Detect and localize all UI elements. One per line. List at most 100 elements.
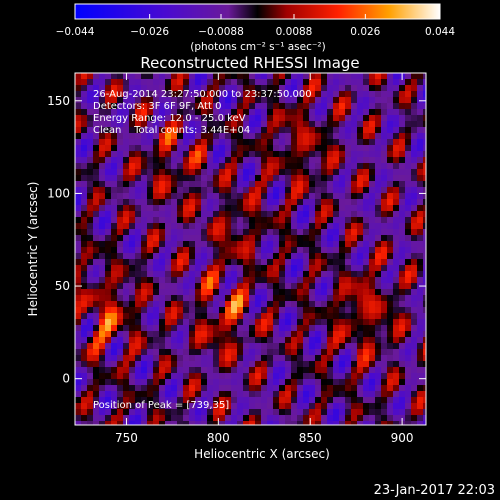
heatmap-cell	[417, 235, 424, 242]
heatmap-cell	[111, 103, 118, 110]
heatmap-cell	[387, 313, 394, 320]
heatmap-cell	[387, 403, 394, 410]
heatmap-cell	[261, 139, 268, 146]
heatmap-cell	[231, 271, 238, 278]
heatmap-cell	[213, 73, 220, 80]
heatmap-cell	[285, 91, 292, 98]
heatmap-cell	[117, 199, 124, 206]
heatmap-cell	[231, 355, 238, 362]
heatmap-cell	[393, 247, 400, 254]
heatmap-cell	[213, 259, 220, 266]
heatmap-cell	[207, 181, 214, 188]
heatmap-cell	[369, 175, 376, 182]
heatmap-cell	[315, 127, 322, 134]
heatmap-cell	[411, 97, 418, 104]
heatmap-cell	[93, 295, 100, 302]
heatmap-cell	[255, 301, 262, 308]
heatmap-cell	[153, 103, 160, 110]
heatmap-cell	[285, 355, 292, 362]
heatmap-cell	[411, 277, 418, 284]
heatmap-cell	[393, 379, 400, 386]
heatmap-cell	[87, 169, 94, 176]
heatmap-cell	[117, 301, 124, 308]
heatmap-cell	[159, 205, 166, 212]
heatmap-cell	[357, 199, 364, 206]
heatmap-cell	[423, 319, 426, 326]
heatmap-cell	[369, 313, 376, 320]
heatmap-cell	[369, 73, 376, 80]
heatmap-cell	[279, 115, 286, 122]
heatmap-cell	[105, 313, 112, 320]
heatmap-cell	[81, 367, 88, 374]
heatmap-cell	[399, 211, 406, 218]
heatmap-cell	[105, 223, 112, 230]
heatmap-cell	[165, 97, 172, 104]
heatmap-cell	[153, 157, 160, 164]
heatmap-cell	[213, 307, 220, 314]
heatmap-cell	[327, 397, 334, 404]
heatmap-cell	[171, 421, 178, 425]
heatmap-cell	[195, 169, 202, 176]
heatmap-cell	[339, 127, 346, 134]
heatmap-cell	[411, 109, 418, 116]
heatmap-cell	[195, 319, 202, 326]
heatmap-cell	[189, 223, 196, 230]
heatmap-cell	[93, 139, 100, 146]
heatmap-cell	[249, 253, 256, 260]
heatmap-cell	[177, 169, 184, 176]
heatmap-cell	[219, 175, 226, 182]
heatmap-cell	[177, 319, 184, 326]
heatmap-cell	[279, 397, 286, 404]
heatmap-cell	[147, 283, 154, 290]
heatmap-cell	[117, 79, 124, 86]
heatmap-cell	[393, 331, 400, 338]
heatmap-cell	[87, 271, 94, 278]
heatmap-cell	[243, 259, 250, 266]
heatmap-cell	[159, 253, 166, 260]
heatmap-cell	[321, 193, 328, 200]
heatmap-cell	[339, 397, 346, 404]
heatmap-cell	[105, 397, 112, 404]
heatmap-cell	[99, 277, 106, 284]
heatmap-cell	[171, 355, 178, 362]
heatmap-cell	[369, 253, 376, 260]
heatmap-cell	[417, 145, 424, 152]
heatmap-cell	[237, 307, 244, 314]
heatmap-cell	[279, 127, 286, 134]
heatmap-cell	[135, 175, 142, 182]
heatmap-cell	[183, 361, 190, 368]
heatmap-cell	[105, 385, 112, 392]
heatmap-cell	[165, 349, 172, 356]
heatmap-cell	[123, 361, 130, 368]
heatmap-cell	[381, 295, 388, 302]
heatmap-cell	[225, 73, 232, 80]
heatmap-cell	[153, 373, 160, 380]
heatmap-cell	[345, 169, 352, 176]
heatmap-cell	[123, 307, 130, 314]
heatmap-cell	[393, 361, 400, 368]
heatmap-cell	[147, 73, 154, 80]
heatmap-cell	[153, 307, 160, 314]
heatmap-cell	[279, 175, 286, 182]
heatmap-cell	[399, 379, 406, 386]
heatmap-cell	[165, 319, 172, 326]
heatmap-cell	[273, 193, 280, 200]
heatmap-cell	[237, 115, 244, 122]
heatmap-cell	[417, 115, 424, 122]
heatmap-cell	[165, 307, 172, 314]
heatmap-cell	[393, 313, 400, 320]
heatmap-cell	[321, 205, 328, 212]
heatmap-cell	[345, 325, 352, 332]
heatmap-cell	[99, 223, 106, 230]
heatmap-cell	[411, 271, 418, 278]
heatmap-cell	[135, 307, 142, 314]
heatmap-cell	[267, 415, 274, 422]
heatmap-cell	[291, 241, 298, 248]
heatmap-cell	[387, 385, 394, 392]
heatmap-cell	[357, 373, 364, 380]
heatmap-cell	[135, 325, 142, 332]
heatmap-cell	[243, 421, 250, 425]
heatmap-cell	[123, 319, 130, 326]
heatmap-cell	[135, 103, 142, 110]
heatmap-cell	[213, 115, 220, 122]
